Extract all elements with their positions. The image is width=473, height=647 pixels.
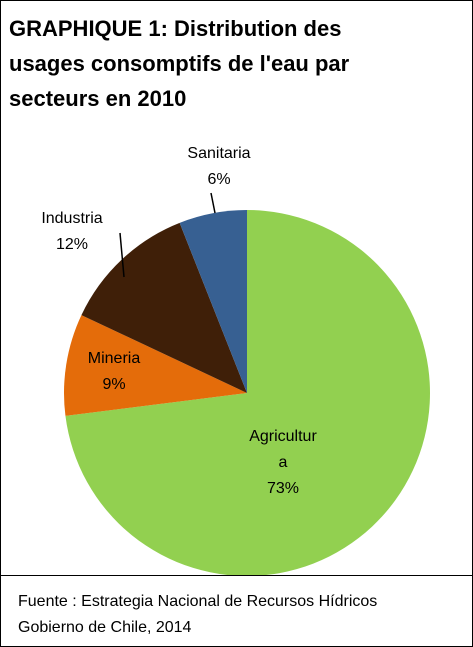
value-label: 9% [102, 376, 125, 393]
source-line: Gobierno de Chile, 2014 [18, 619, 192, 636]
chart-title: GRAPHIQUE 1: Distribution des usages con… [9, 16, 350, 111]
label-line: Industria [41, 210, 102, 227]
label-line: Agricultur [249, 428, 317, 445]
source-box: Fuente : Estrategia Nacional de Recursos… [0, 575, 473, 647]
pie-slice [65, 210, 430, 575]
value-label: 6% [207, 171, 230, 188]
label-line: Mineria [88, 350, 141, 367]
chart-box: GRAPHIQUE 1: Distribution des usages con… [0, 0, 473, 575]
leader-line [210, 192, 216, 214]
category-label: Mineria [88, 350, 141, 367]
category-label: Sanitaria [187, 145, 250, 162]
category-label: Agricultur a [249, 428, 317, 471]
pie-slice [179, 210, 247, 393]
pie-slice [64, 315, 248, 416]
label-line: Sanitaria [187, 145, 250, 162]
value-label: 73% [267, 480, 299, 497]
chart: Agricultur a 73% Mineria 9% Industria 12% Sanit… [41, 145, 430, 575]
category-label: Industria [41, 210, 102, 227]
value-label: 12% [56, 236, 88, 253]
label-line: a [279, 454, 288, 471]
leader-line [119, 232, 125, 278]
source-line: Fuente : Estrategia Nacional de Recursos… [18, 593, 378, 610]
